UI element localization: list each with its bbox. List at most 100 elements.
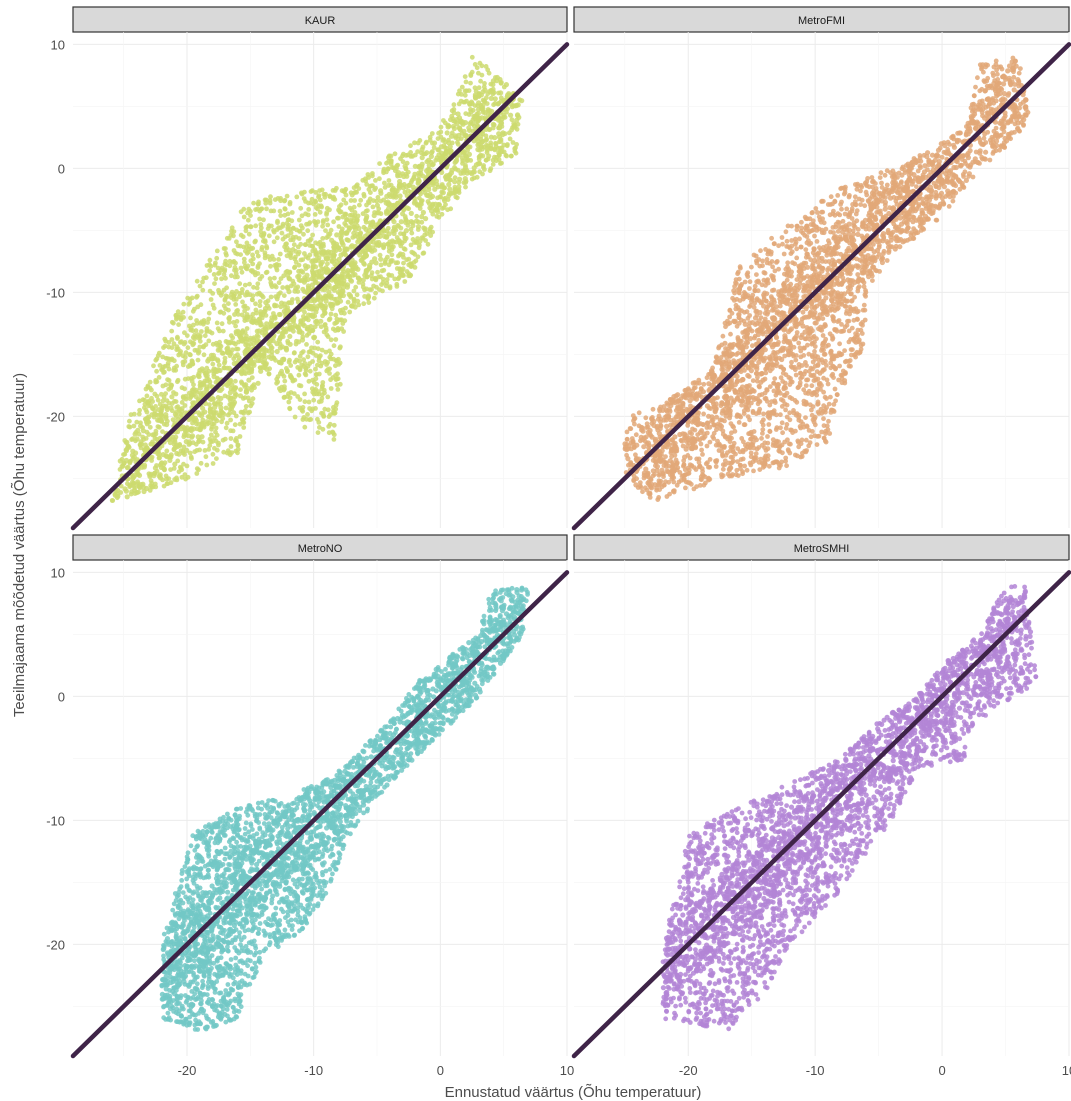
data-point: [333, 296, 339, 302]
data-point: [174, 405, 180, 410]
data-point: [159, 367, 164, 373]
data-point: [328, 356, 334, 362]
data-point: [228, 333, 234, 338]
data-point: [462, 92, 468, 98]
data-point: [156, 375, 162, 380]
data-point: [819, 198, 825, 204]
data-point: [272, 275, 277, 281]
data-point: [239, 287, 245, 292]
data-point: [323, 256, 329, 262]
data-point: [428, 208, 435, 214]
data-point: [303, 199, 308, 204]
data-point: [385, 206, 391, 212]
data-point: [284, 221, 290, 226]
data-point: [482, 167, 487, 172]
data-point: [178, 315, 184, 321]
data-point: [248, 358, 254, 364]
data-point: [322, 359, 328, 364]
data-point: [487, 168, 493, 174]
data-point: [219, 276, 224, 282]
data-point: [469, 176, 475, 182]
data-point: [233, 302, 239, 307]
data-point: [140, 481, 146, 487]
data-point: [400, 252, 406, 257]
data-point: [182, 354, 188, 360]
data-point: [142, 397, 148, 403]
data-point: [154, 379, 160, 385]
data-point: [172, 445, 178, 451]
data-point: [479, 146, 485, 152]
data-point: [386, 178, 392, 183]
data-point: [287, 405, 292, 411]
data-point: [142, 442, 148, 448]
data-point: [337, 308, 343, 313]
x-axis-title: Ennustatud väärtus (Õhu temperatuur): [445, 1084, 702, 1101]
data-point: [247, 409, 253, 415]
data-point: [681, 477, 687, 483]
data-point: [516, 114, 522, 120]
data-point: [495, 101, 501, 107]
data-point: [423, 238, 428, 243]
data-point: [231, 410, 237, 416]
data-point: [384, 160, 389, 166]
data-point: [207, 257, 213, 263]
data-point: [184, 447, 190, 453]
data-point: [429, 202, 435, 209]
data-point: [329, 237, 335, 243]
data-point: [415, 177, 421, 183]
data-point: [194, 466, 200, 471]
data-point: [515, 102, 521, 108]
data-point: [395, 170, 402, 176]
data-point: [271, 239, 277, 245]
data-point: [280, 236, 286, 242]
data-point: [392, 276, 398, 282]
data-point: [493, 158, 499, 164]
data-point: [348, 198, 354, 203]
data-point: [389, 258, 395, 263]
data-point: [320, 243, 326, 249]
data-point: [218, 395, 224, 401]
data-point: [222, 436, 228, 442]
data-point: [314, 320, 321, 326]
data-point: [430, 182, 436, 188]
data-point: [828, 360, 834, 366]
data-point: [337, 360, 343, 366]
data-point: [310, 232, 315, 238]
data-point: [145, 400, 151, 406]
data-point: [212, 445, 217, 451]
data-point: [295, 394, 301, 399]
data-point: [282, 301, 288, 307]
data-point: [767, 415, 772, 421]
data-point: [366, 228, 372, 234]
data-point: [140, 428, 146, 434]
data-point: [200, 287, 206, 293]
data-point: [480, 89, 486, 95]
data-point: [317, 188, 322, 194]
data-point: [508, 112, 514, 118]
data-point: [800, 309, 806, 315]
reference-line: [70, 42, 570, 531]
data-point: [234, 239, 239, 245]
data-point: [309, 408, 315, 414]
data-point: [713, 464, 719, 469]
data-point: [305, 412, 310, 417]
data-point: [222, 360, 227, 366]
data-point: [789, 238, 795, 243]
data-point: [264, 245, 270, 251]
data-point: [234, 319, 240, 324]
data-point: [166, 476, 172, 481]
data-point: [427, 229, 433, 234]
data-point: [165, 356, 171, 361]
data-point: [276, 280, 282, 286]
data-point: [302, 424, 308, 430]
data-point: [237, 294, 242, 300]
data-point: [336, 215, 341, 221]
data-point: [235, 352, 240, 357]
data-point: [396, 237, 402, 243]
data-point: [311, 397, 317, 403]
data-point: [174, 475, 179, 481]
data-point: [241, 256, 247, 262]
data-point: [284, 193, 290, 199]
data-point: [186, 301, 192, 307]
data-point: [256, 317, 262, 323]
